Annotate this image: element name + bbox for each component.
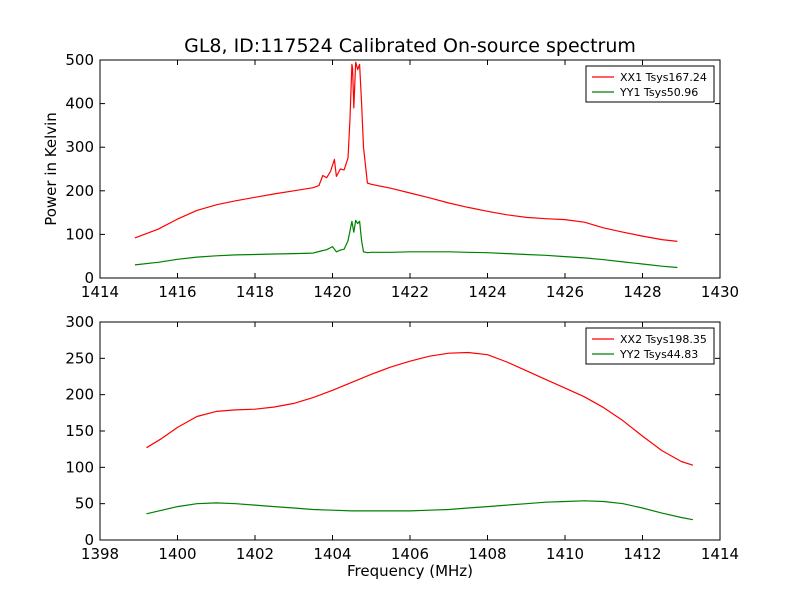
bottom-x-tick-label: 1398 — [81, 545, 119, 563]
bottom-y-tick-label: 150 — [65, 422, 94, 440]
bottom-legend-entry: YY2 Tsys44.83 — [619, 348, 698, 361]
top-x-tick-label: 1422 — [391, 283, 429, 301]
bottom-legend-box — [585, 327, 715, 365]
top-panel: 1414 1416 1418 1420 1422 1424 1426 1428 1430 0 100… — [42, 35, 739, 301]
top-series-line-xx — [134, 61, 678, 242]
bottom-y-tick-label: 100 — [65, 458, 94, 476]
bottom-x-tick-label: 1408 — [468, 545, 506, 563]
top-x-tick-label: 1426 — [546, 283, 584, 301]
top-x-tick-label: 1420 — [313, 283, 351, 301]
bottom-y-tick-label: 300 — [65, 313, 94, 331]
bottom-y-tick-label: 200 — [65, 386, 94, 404]
top-legend-box — [585, 65, 715, 103]
top-legend-entry: XX1 Tsys167.24 — [620, 71, 707, 84]
top-x-tick-label: 1428 — [623, 283, 661, 301]
bottom-legend: XX2 Tsys198.35 YY2 Tsys44.83 — [585, 327, 715, 365]
bottom-y-tick-label: 250 — [65, 349, 94, 367]
y-axis-label: Power in Kelvin — [42, 112, 60, 226]
bottom-x-tick-label: 1406 — [391, 545, 429, 563]
chart-title: GL8, ID:117524 Calibrated On-source spec… — [184, 35, 636, 57]
bottom-series-line-xx — [146, 351, 694, 466]
bottom-x-tick-label: 1414 — [701, 545, 739, 563]
bottom-x-tick-label: 1412 — [623, 545, 661, 563]
top-x-tick-label: 1424 — [468, 283, 506, 301]
bottom-x-tick-label: 1404 — [313, 545, 351, 563]
top-y-tick-label: 100 — [65, 225, 94, 243]
bottom-x-tick-label: 1410 — [546, 545, 584, 563]
top-y-tick-label: 300 — [65, 138, 94, 156]
bottom-y-tick-label: 50 — [75, 495, 94, 513]
top-y-tick-label: 200 — [65, 182, 94, 200]
bottom-legend-entry: XX2 Tsys198.35 — [620, 333, 707, 346]
top-x-tick-label: 1430 — [701, 283, 739, 301]
bottom-panel: 1398 1400 1402 1404 1406 1408 1410 1412 1414 0 50 1… — [65, 313, 739, 580]
top-series-line-yy — [134, 219, 678, 269]
top-y-tick-label: 500 — [65, 51, 94, 69]
top-x-tick-label: 1416 — [158, 283, 196, 301]
bottom-y-tick-label: 0 — [84, 531, 94, 549]
bottom-x-tick-label: 1402 — [236, 545, 274, 563]
top-y-tick-label: 0 — [84, 269, 94, 287]
top-legend: XX1 Tsys167.24 YY1 Tsys50.96 — [585, 65, 715, 103]
top-x-tick-label: 1414 — [81, 283, 119, 301]
top-legend-entry: YY1 Tsys50.96 — [619, 86, 698, 99]
top-y-tick-label: 400 — [65, 95, 94, 113]
bottom-series-line-yy — [146, 500, 694, 521]
x-axis-label: Frequency (MHz) — [347, 562, 473, 580]
bottom-x-tick-label: 1400 — [158, 545, 196, 563]
top-x-tick-label: 1418 — [236, 283, 274, 301]
